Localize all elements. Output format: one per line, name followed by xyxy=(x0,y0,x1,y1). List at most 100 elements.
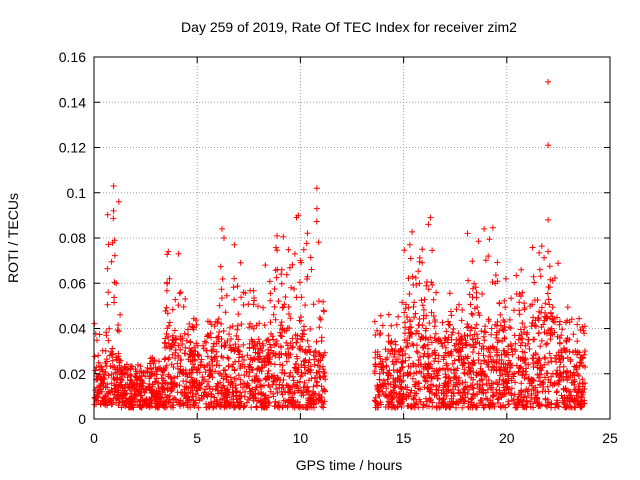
data-point xyxy=(496,299,503,306)
data-point xyxy=(483,380,490,387)
data-point xyxy=(518,331,525,338)
data-point xyxy=(277,377,284,384)
data-point xyxy=(111,382,118,389)
data-point xyxy=(532,351,539,358)
data-point xyxy=(438,390,445,396)
data-point xyxy=(529,244,536,251)
data-point xyxy=(116,359,123,366)
data-point xyxy=(422,327,429,334)
data-point xyxy=(267,290,274,297)
data-point xyxy=(306,356,313,363)
data-point xyxy=(433,392,440,399)
data-point xyxy=(493,331,500,338)
data-point xyxy=(274,247,280,254)
data-point xyxy=(293,339,300,346)
data-point xyxy=(423,282,430,289)
data-point xyxy=(275,298,282,305)
data-point xyxy=(405,402,412,409)
data-point xyxy=(528,394,535,401)
data-point xyxy=(420,306,427,313)
data-point xyxy=(298,388,304,394)
data-point xyxy=(104,390,111,397)
data-point xyxy=(191,344,198,351)
data-point xyxy=(255,353,262,360)
data-point xyxy=(465,364,472,371)
data-point xyxy=(233,332,240,339)
data-point xyxy=(543,341,549,348)
data-point xyxy=(268,347,275,354)
data-point xyxy=(272,316,279,323)
data-point xyxy=(440,384,447,391)
data-point xyxy=(321,373,328,379)
data-point xyxy=(153,375,160,382)
data-point xyxy=(172,355,179,362)
data-point xyxy=(316,324,323,331)
data-point xyxy=(579,323,586,330)
data-point xyxy=(111,376,118,383)
data-point xyxy=(319,399,326,406)
data-point xyxy=(537,381,543,388)
data-point xyxy=(175,302,182,309)
data-point xyxy=(538,324,545,331)
data-point xyxy=(456,301,462,308)
data-point xyxy=(235,372,242,379)
data-point xyxy=(315,298,322,305)
data-point xyxy=(302,362,308,369)
data-point xyxy=(416,316,423,322)
data-point xyxy=(410,303,417,310)
data-point xyxy=(536,355,543,362)
data-point xyxy=(405,393,412,400)
data-point xyxy=(195,365,202,372)
data-point xyxy=(165,334,172,340)
data-point xyxy=(416,368,423,375)
data-point xyxy=(464,383,471,390)
data-point xyxy=(299,330,306,337)
data-point xyxy=(541,354,548,361)
data-point xyxy=(507,325,514,332)
data-point xyxy=(430,313,437,319)
data-point xyxy=(493,347,500,354)
data-point xyxy=(251,394,258,400)
data-point xyxy=(308,404,315,411)
data-point xyxy=(435,352,442,359)
data-point xyxy=(545,359,552,366)
data-point xyxy=(150,360,157,367)
data-point xyxy=(484,386,491,393)
data-point xyxy=(457,396,464,402)
data-point xyxy=(298,294,305,301)
data-point xyxy=(405,343,411,350)
data-point xyxy=(231,348,238,355)
data-point xyxy=(525,392,531,399)
data-point xyxy=(474,381,481,387)
y-tick-label: 0.12 xyxy=(59,140,86,156)
data-point xyxy=(433,404,440,411)
data-point xyxy=(165,356,172,363)
data-point xyxy=(186,321,193,327)
data-point xyxy=(580,327,587,334)
data-point xyxy=(180,303,187,310)
data-point xyxy=(536,266,543,273)
data-point xyxy=(246,344,253,351)
data-point xyxy=(175,365,181,372)
data-point xyxy=(456,337,463,344)
data-point xyxy=(235,311,242,318)
data-point xyxy=(464,390,471,397)
data-point xyxy=(151,371,158,378)
data-point xyxy=(395,349,402,355)
data-point xyxy=(500,403,507,410)
data-point xyxy=(128,395,135,401)
data-point xyxy=(541,374,548,381)
data-point xyxy=(266,341,273,348)
data-point xyxy=(261,382,267,389)
data-point xyxy=(411,370,417,377)
data-point xyxy=(241,380,248,387)
data-point xyxy=(220,382,227,389)
data-point xyxy=(469,360,476,367)
data-point xyxy=(413,400,420,407)
data-point xyxy=(111,294,118,301)
data-point xyxy=(490,380,497,387)
data-point xyxy=(262,392,269,399)
data-point xyxy=(535,330,542,336)
data-point xyxy=(570,331,577,338)
data-point xyxy=(425,354,432,360)
